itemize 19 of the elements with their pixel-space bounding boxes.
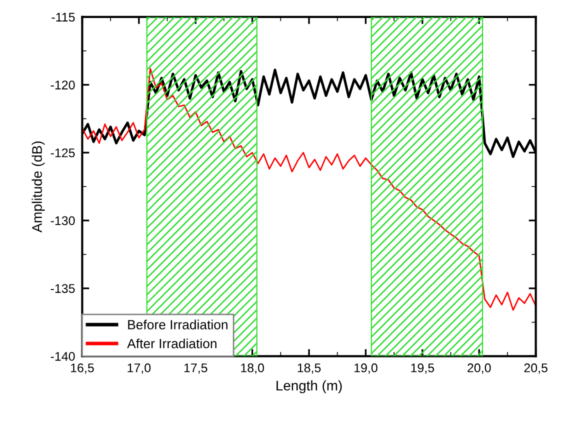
y-axis-title: Amplitude (dB) xyxy=(32,141,45,232)
legend-label: Before Irradiation xyxy=(128,320,228,330)
x-tick-label: 20,5 xyxy=(524,363,548,374)
x-tick-label: 16,5 xyxy=(71,363,94,374)
x-tick-label: 17,0 xyxy=(128,363,151,374)
y-tick-label: -140 xyxy=(50,352,75,361)
x-tick-label: 19,5 xyxy=(411,363,434,374)
x-tick-label: 17,5 xyxy=(184,364,208,374)
y-tick-label: -125 xyxy=(50,148,75,158)
x-tick-label: 19,0 xyxy=(354,363,378,374)
x-axis-title: Length (m) xyxy=(276,380,342,394)
x-tick-label: 20,0 xyxy=(468,363,491,374)
x-tick-label: 18,5 xyxy=(298,363,321,374)
y-tick-label: -130 xyxy=(50,216,75,226)
y-tick-label: -135 xyxy=(50,284,75,293)
y-tick-label: -115 xyxy=(52,12,75,22)
y-tick-label: -120 xyxy=(50,80,75,90)
legend-label: After Irradiation xyxy=(127,338,216,348)
x-tick-label: 18,0 xyxy=(241,363,264,374)
